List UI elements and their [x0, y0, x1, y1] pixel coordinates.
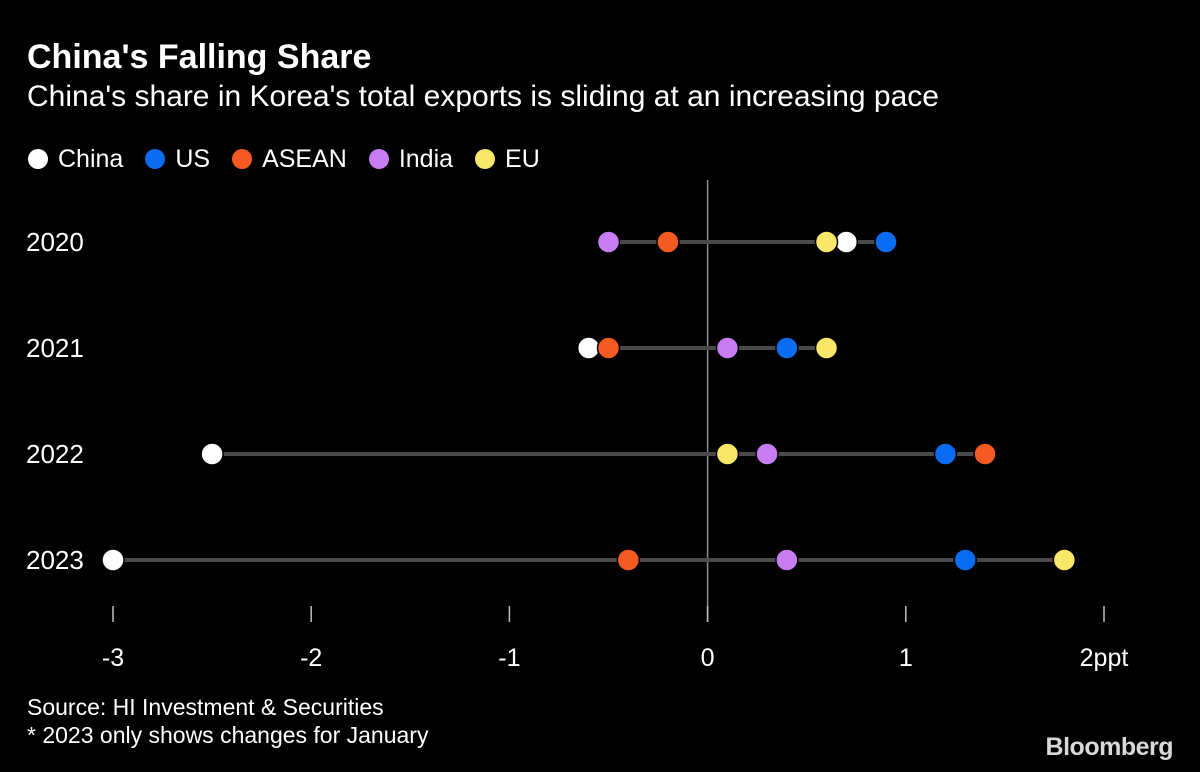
legend-label-asean: ASEAN: [262, 144, 347, 173]
dot-asean-2021: [596, 336, 621, 360]
legend-item-us: US: [145, 145, 210, 174]
legend-marker-us: [145, 149, 166, 169]
y-category-label: 2023: [26, 545, 84, 575]
footnote: * 2023 only shows changes for January: [27, 722, 429, 748]
legend-marker-india: [368, 149, 389, 169]
dot-india-2022: [755, 442, 779, 466]
y-category-label: 2021: [26, 333, 84, 363]
dot-us-2020: [874, 230, 898, 254]
bloomberg-logo: Bloomberg: [1045, 733, 1174, 761]
legend-label-china: China: [58, 144, 124, 173]
dot-asean-2023: [616, 548, 641, 572]
dot-india-2021: [715, 336, 740, 360]
legend: China US ASEAN India EU: [28, 142, 562, 176]
dot-india-2023: [775, 548, 799, 572]
dot-us-2023: [953, 548, 978, 572]
x-tick-label: -1: [498, 644, 520, 672]
legend-item-eu: EU: [475, 145, 540, 174]
y-category-label: 2022: [26, 439, 84, 469]
legend-item-asean: ASEAN: [232, 145, 347, 174]
dot-china-2022: [200, 442, 224, 466]
x-tick-label: -2: [300, 644, 322, 672]
x-tick-label: 0: [701, 644, 715, 672]
dot-eu-2021: [814, 336, 839, 360]
dot-us-2021: [775, 336, 799, 360]
y-category-label: 2020: [26, 227, 84, 257]
x-tick-label: 2ppt: [1080, 644, 1129, 672]
dot-china-2020: [834, 230, 859, 254]
dot-asean-2022: [973, 442, 997, 466]
legend-label-us: US: [175, 144, 211, 173]
dot-china-2023: [101, 548, 125, 572]
dot-china-2021: [576, 336, 601, 360]
chart-subtitle: China's share in Korea's total exports i…: [27, 80, 939, 113]
chart-title: China's Falling Share: [27, 38, 372, 76]
dot-us-2022: [933, 442, 958, 466]
dot-asean-2020: [656, 230, 680, 254]
x-tick-label: 1: [899, 644, 913, 672]
legend-label-eu: EU: [505, 144, 540, 173]
dot-eu-2023: [1052, 548, 1077, 572]
x-tick-label: -3: [102, 644, 124, 672]
legend-marker-asean: [232, 149, 253, 169]
legend-label-india: India: [398, 144, 454, 173]
legend-marker-china: [28, 149, 48, 169]
source-note: Source: HI Investment & Securities: [27, 694, 384, 720]
dot-eu-2020: [814, 230, 839, 254]
legend-marker-eu: [475, 149, 496, 169]
dot-india-2020: [596, 230, 621, 254]
dot-eu-2022: [715, 442, 740, 466]
legend-item-india: India: [368, 144, 454, 174]
legend-item-china: China: [28, 145, 123, 174]
